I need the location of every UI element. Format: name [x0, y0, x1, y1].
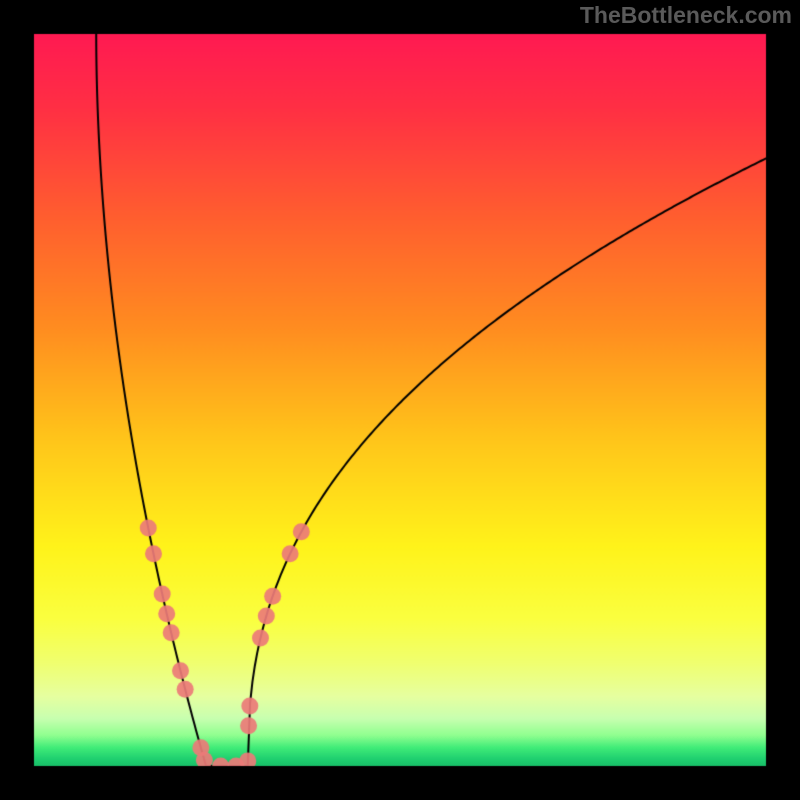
- chart-stage: TheBottleneck.com: [0, 0, 800, 800]
- bottleneck-curve-canvas: [0, 0, 800, 800]
